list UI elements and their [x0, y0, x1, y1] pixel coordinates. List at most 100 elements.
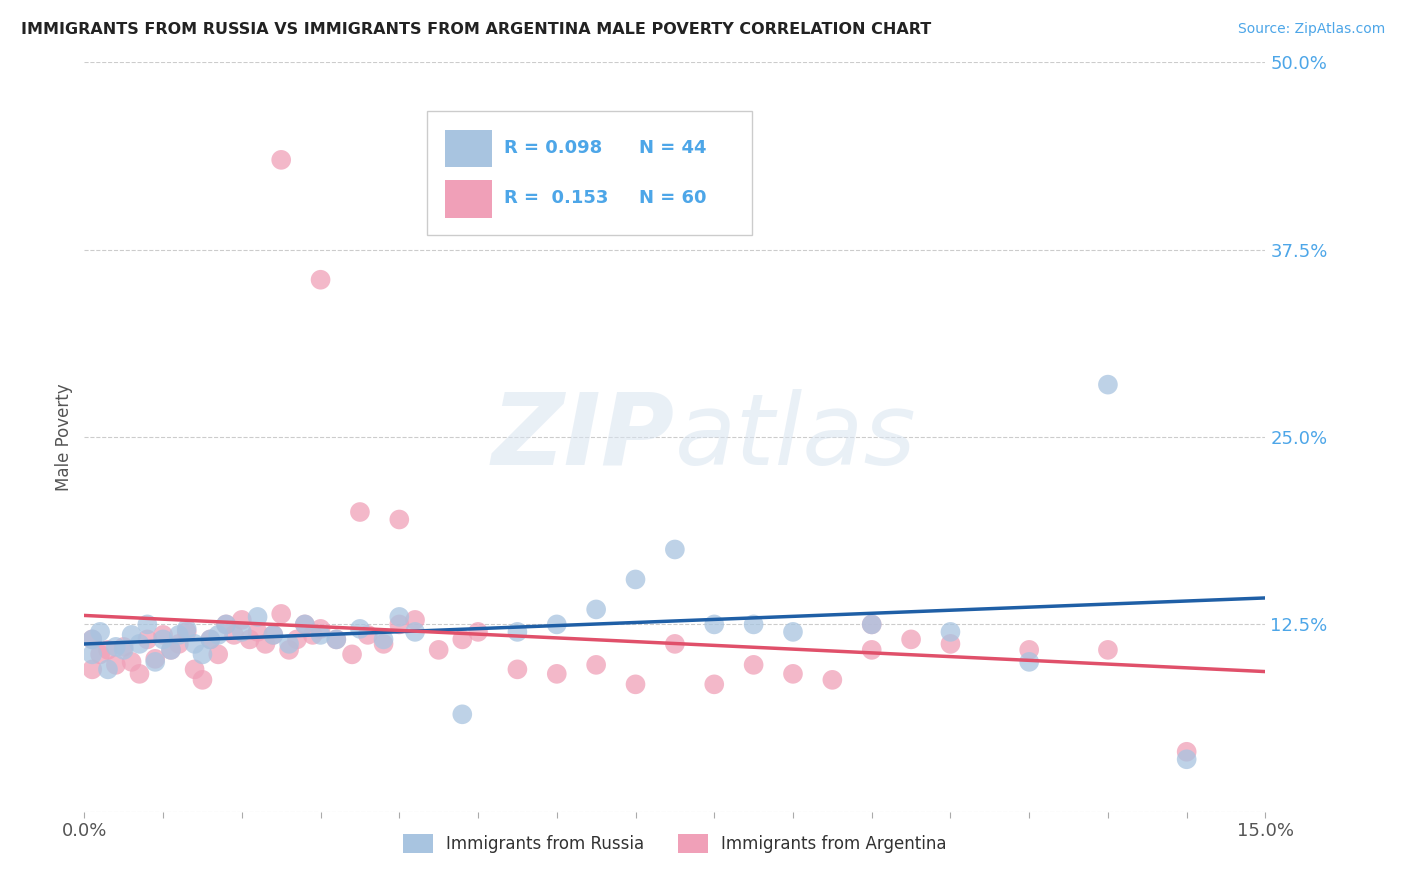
Point: [136, 632, 159, 647]
Point: [246, 624, 269, 639]
Text: N = 44: N = 44: [640, 139, 707, 157]
Text: Source: ZipAtlas.com: Source: ZipAtlas.com: [1237, 22, 1385, 37]
Point: [664, 637, 686, 651]
Point: [309, 622, 332, 636]
Point: [427, 643, 450, 657]
Point: [200, 632, 222, 647]
Point: [373, 632, 395, 647]
Point: [357, 628, 380, 642]
FancyBboxPatch shape: [427, 112, 752, 235]
Point: [782, 666, 804, 681]
Point: [821, 673, 844, 687]
Point: [152, 628, 174, 642]
Point: [143, 652, 166, 666]
Point: [128, 637, 150, 651]
Point: [97, 643, 120, 657]
Point: [89, 648, 111, 662]
Point: [325, 632, 347, 647]
Point: [860, 617, 883, 632]
Point: [388, 512, 411, 526]
Point: [215, 617, 238, 632]
Text: atlas: atlas: [675, 389, 917, 485]
Point: [939, 624, 962, 639]
Point: [860, 617, 883, 632]
Text: R =  0.153: R = 0.153: [503, 189, 607, 207]
Point: [349, 505, 371, 519]
Point: [222, 628, 245, 642]
Point: [152, 632, 174, 647]
Point: [270, 607, 292, 621]
Point: [121, 628, 143, 642]
Point: [207, 628, 229, 642]
Legend: Immigrants from Russia, Immigrants from Argentina: Immigrants from Russia, Immigrants from …: [396, 827, 953, 860]
Point: [506, 662, 529, 676]
Point: [1097, 377, 1119, 392]
Point: [254, 637, 277, 651]
Point: [1018, 655, 1040, 669]
Point: [546, 666, 568, 681]
Point: [191, 648, 214, 662]
Point: [278, 637, 301, 651]
Point: [97, 662, 120, 676]
Point: [143, 655, 166, 669]
Point: [301, 628, 323, 642]
Point: [340, 648, 363, 662]
Point: [349, 622, 371, 636]
Point: [585, 657, 607, 672]
Point: [191, 673, 214, 687]
Point: [451, 707, 474, 722]
Point: [451, 632, 474, 647]
Point: [742, 657, 765, 672]
Point: [278, 643, 301, 657]
Point: [231, 624, 253, 639]
Point: [231, 613, 253, 627]
Point: [373, 637, 395, 651]
Point: [183, 637, 205, 651]
Point: [160, 643, 183, 657]
Point: [176, 624, 198, 639]
Point: [128, 666, 150, 681]
Point: [404, 624, 426, 639]
Point: [262, 628, 284, 642]
Point: [309, 628, 332, 642]
Point: [546, 617, 568, 632]
Y-axis label: Male Poverty: Male Poverty: [55, 384, 73, 491]
Point: [294, 617, 316, 632]
Bar: [444, 180, 492, 218]
Point: [294, 617, 316, 632]
Point: [664, 542, 686, 557]
Point: [467, 624, 489, 639]
Point: [176, 622, 198, 636]
Text: IMMIGRANTS FROM RUSSIA VS IMMIGRANTS FROM ARGENTINA MALE POVERTY CORRELATION CHA: IMMIGRANTS FROM RUSSIA VS IMMIGRANTS FRO…: [21, 22, 931, 37]
Point: [1175, 745, 1198, 759]
Bar: [444, 130, 492, 168]
Point: [782, 624, 804, 639]
Point: [121, 655, 143, 669]
Point: [309, 273, 332, 287]
Point: [112, 640, 135, 654]
Point: [404, 613, 426, 627]
Point: [239, 632, 262, 647]
Point: [1097, 643, 1119, 657]
Point: [89, 624, 111, 639]
Point: [388, 617, 411, 632]
Point: [860, 643, 883, 657]
Point: [82, 632, 104, 647]
Point: [82, 662, 104, 676]
Point: [167, 628, 190, 642]
Point: [82, 648, 104, 662]
Point: [270, 153, 292, 167]
Point: [939, 637, 962, 651]
Point: [104, 640, 127, 654]
Text: ZIP: ZIP: [492, 389, 675, 485]
Point: [215, 617, 238, 632]
Point: [388, 610, 411, 624]
Text: N = 60: N = 60: [640, 189, 707, 207]
Point: [585, 602, 607, 616]
Point: [104, 657, 127, 672]
Point: [167, 637, 190, 651]
Point: [1018, 643, 1040, 657]
Point: [900, 632, 922, 647]
Text: R = 0.098: R = 0.098: [503, 139, 602, 157]
Point: [703, 677, 725, 691]
